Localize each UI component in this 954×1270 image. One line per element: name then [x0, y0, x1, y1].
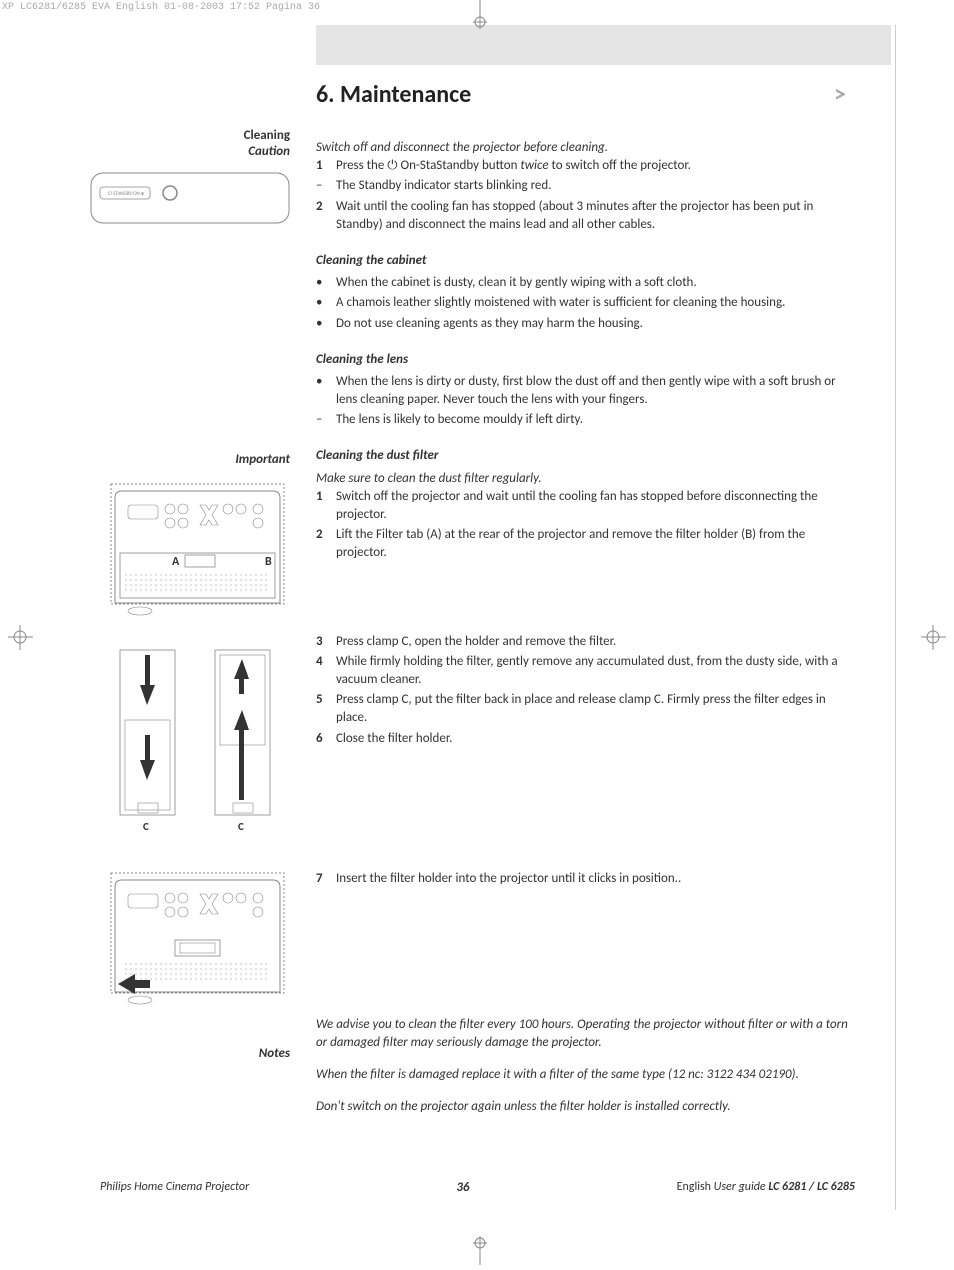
crop-mark-left	[8, 625, 33, 650]
bullet-text: When the cabinet is dusty, clean it by g…	[336, 274, 856, 292]
crop-mark-right	[921, 625, 946, 650]
bullet-mark: –	[316, 411, 336, 429]
footer-right: English User guide LC 6281 / LC 6285	[677, 1180, 855, 1195]
page-content: 6. Maintenance > Cleaning Caution ⏻ STAN…	[100, 80, 860, 1117]
crop-mark-top	[470, 0, 490, 30]
subhead-cabinet: Cleaning the cabinet	[316, 252, 856, 270]
top-gray-band	[316, 25, 891, 65]
filter-steps-c: 7Insert the filter holder into the proje…	[316, 870, 856, 888]
step-text: Press the ⏻ On-StaStandby button twice t…	[336, 157, 856, 175]
side-label-important: Important	[235, 452, 290, 467]
lens-bullets: •When the lens is dirty or dusty, first …	[316, 373, 856, 430]
side-label-caution: Caution	[248, 144, 290, 159]
bullet-text: The lens is likely to become mouldy if l…	[336, 411, 856, 429]
svg-text:C: C	[238, 820, 244, 833]
svg-text:A: A	[172, 555, 180, 569]
svg-text:C: C	[143, 820, 149, 833]
note-text: We advise you to clean the filter every …	[316, 1016, 856, 1052]
step-text: Wait until the cooling fan has stopped (…	[336, 198, 856, 234]
bullet-text: A chamois leather slightly moistened wit…	[336, 294, 856, 312]
bullet-mark: •	[316, 373, 336, 409]
side-label-notes: Notes	[259, 1046, 290, 1061]
note-text: Don't switch on the projector again unle…	[316, 1098, 856, 1116]
filter-clamp-diagram: C C	[110, 635, 285, 835]
step-text: The Standby indicator starts blinking re…	[336, 177, 856, 195]
standby-panel-diagram: ⏻ STANDBY/ON ⦿	[90, 172, 290, 227]
chevron-icon: >	[834, 80, 846, 109]
cabinet-bullets: •When the cabinet is dusty, clean it by …	[316, 274, 856, 333]
note-text: When the filter is damaged replace it wi…	[316, 1066, 856, 1084]
side-label-cleaning: Cleaning	[244, 128, 290, 143]
subhead-lens: Cleaning the lens	[316, 351, 856, 369]
svg-text:⏻ STANDBY/ON ⦿: ⏻ STANDBY/ON ⦿	[108, 191, 145, 197]
svg-text:B: B	[265, 555, 272, 569]
prepress-header: XP LC6281/6285 EVA English 01-08-2003 17…	[0, 0, 322, 15]
heading-text: 6. Maintenance	[316, 80, 471, 109]
bullet-text: When the lens is dirty or dusty, first b…	[336, 373, 856, 409]
rear-panel-insert-diagram	[110, 872, 285, 1007]
bullet-text: Do not use cleaning agents as they may h…	[336, 315, 856, 333]
right-crop-line	[895, 25, 896, 1210]
footer-left: Philips Home Cinema Projector	[100, 1180, 249, 1195]
crop-mark-bottom	[470, 1235, 490, 1265]
rear-panel-diagram: A B	[110, 483, 285, 618]
switch-off-steps: 1 Press the ⏻ On-StaStandby button twice…	[316, 157, 856, 234]
intro-text: Switch off and disconnect the projector …	[316, 139, 856, 157]
filter-steps-a: 1Switch off the projector and wait until…	[316, 488, 856, 563]
section-heading: 6. Maintenance >	[316, 80, 846, 109]
subhead-filter: Cleaning the dust filter	[316, 447, 856, 465]
page-footer: Philips Home Cinema Projector 36 English…	[100, 1180, 855, 1195]
step-dash: –	[316, 177, 336, 195]
page-number: 36	[456, 1180, 469, 1195]
step-num: 2	[316, 198, 336, 234]
filter-steps-b: 3Press clamp C, open the holder and remo…	[316, 633, 856, 748]
filter-intro: Make sure to clean the dust filter regul…	[316, 470, 856, 488]
step-num: 1	[316, 157, 336, 175]
power-icon: ⏻	[387, 158, 397, 173]
